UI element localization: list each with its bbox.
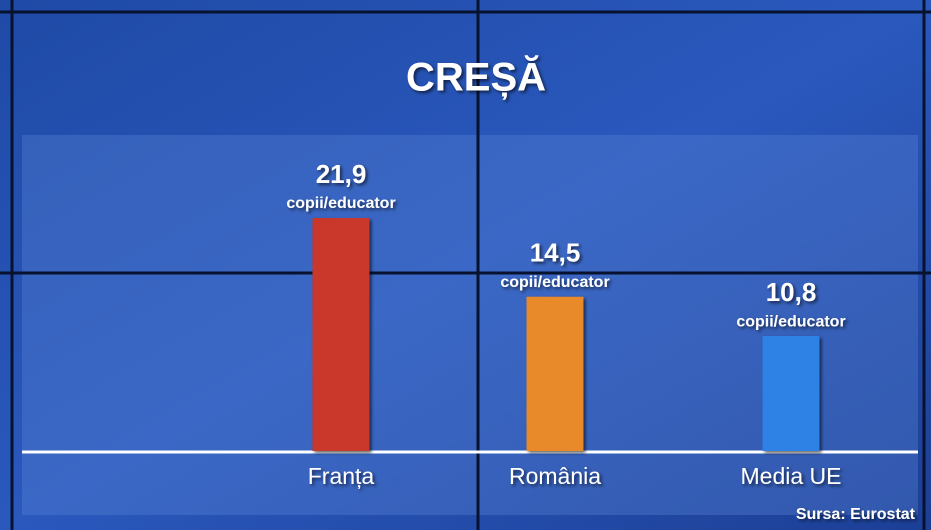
bar (312, 218, 370, 451)
bar (526, 296, 584, 451)
value-label: 14,5 (530, 238, 581, 268)
unit-label: copii/educator (736, 313, 845, 330)
category-label: România (509, 463, 601, 489)
category-label: Franța (308, 463, 375, 489)
value-label: 21,9 (316, 159, 367, 189)
source: Sursa: Eurostat (796, 506, 916, 523)
chart-title: CREȘĂ (406, 55, 546, 100)
unit-label: copii/educator (286, 195, 395, 212)
category-label: Media UE (741, 463, 842, 489)
value-label: 10,8 (766, 277, 817, 307)
bar (762, 336, 820, 451)
unit-label: copii/educator (500, 274, 609, 291)
